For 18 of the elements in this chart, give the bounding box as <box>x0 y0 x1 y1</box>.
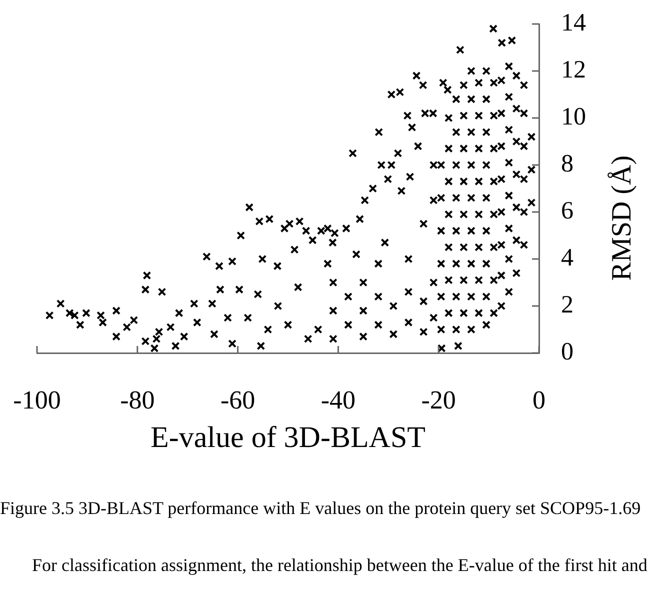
x-tick-label: -80 <box>120 385 155 414</box>
y-tick-label: 12 <box>561 56 586 84</box>
y-tick-label: 8 <box>561 150 574 178</box>
x-tick-label: 0 <box>532 385 546 414</box>
y-tick-label: 6 <box>561 198 574 225</box>
x-axis-title: E-value of 3D-BLAST <box>150 420 426 454</box>
y-tick-label: 14 <box>561 10 586 37</box>
caption: Figure 3.5 3D-BLAST performance with E values on the protein query set SCOP95-1.69 <box>0 497 641 519</box>
y-tick-label: 10 <box>561 104 586 131</box>
x-tick-label: -60 <box>220 385 256 414</box>
y-tick-label: 0 <box>561 338 574 366</box>
text: For classification assignment, the relationship between the E-value of the first hit and <box>32 554 648 576</box>
x-tick-label: -20 <box>421 385 456 414</box>
x-tick-label: -100 <box>13 385 61 414</box>
y-tick-label: 2 <box>561 292 574 319</box>
y-tick-label: 4 <box>561 244 574 272</box>
y-axis-title: RMSD (Å) <box>606 155 638 281</box>
x-tick-label: -40 <box>320 385 356 414</box>
